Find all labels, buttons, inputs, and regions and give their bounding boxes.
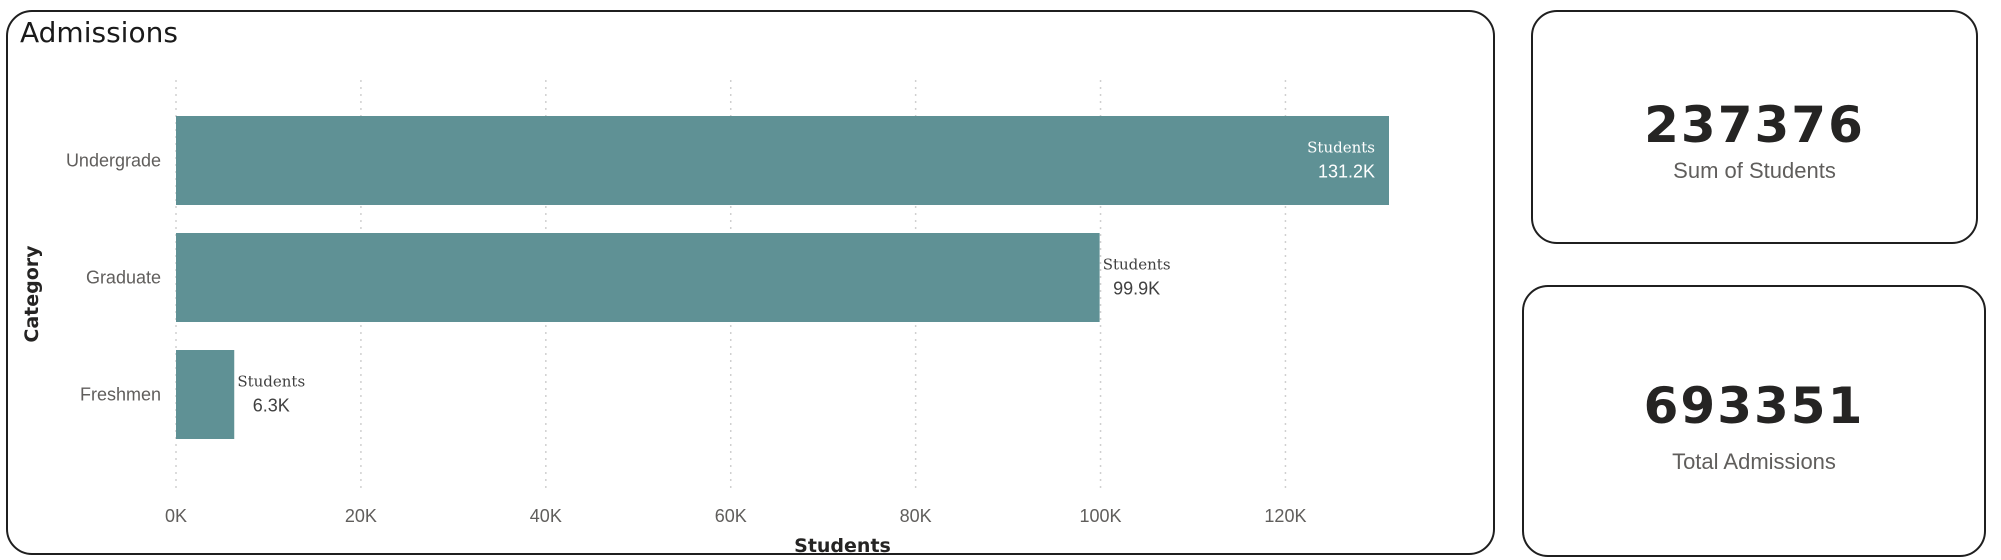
- kpi-value: 693351: [1643, 377, 1865, 435]
- category-label: Graduate: [86, 268, 161, 288]
- data-label-value: 99.9K: [1113, 279, 1160, 299]
- x-tick-label: 40K: [530, 506, 562, 526]
- x-tick-label: 20K: [345, 506, 377, 526]
- x-tick-label: 100K: [1080, 506, 1122, 526]
- x-tick-label: 120K: [1264, 506, 1306, 526]
- data-label-series-name: Students: [1103, 256, 1171, 274]
- category-label: Undergrade: [66, 151, 161, 171]
- kpi-label: Sum of Students: [1673, 158, 1836, 183]
- data-label-value: 131.2K: [1318, 162, 1375, 182]
- bar: [176, 233, 1100, 322]
- data-label-series-name: Students: [1307, 139, 1375, 157]
- data-label-value: 6.3K: [253, 396, 290, 416]
- bar: [176, 350, 235, 439]
- x-axis-title: Students: [794, 535, 891, 557]
- kpi-label: Total Admissions: [1672, 449, 1836, 474]
- admissions-chart-panel: Admissions 0K 20K 40K 60K 80K 100K 120K Student…: [6, 10, 1495, 557]
- x-tick-label: 0K: [165, 506, 187, 526]
- bar: [176, 116, 1389, 205]
- category-label: Freshmen: [80, 385, 161, 405]
- data-label-series-name: Students: [237, 373, 305, 391]
- total-admissions-card: 693351 Total Admissions: [1522, 285, 1986, 557]
- sum-of-students-card: 237376 Sum of Students: [1531, 10, 1978, 244]
- chart-title: Admissions: [20, 16, 178, 49]
- admissions-bar-chart: 0K 20K 40K 60K 80K 100K 120K Students Category Un…: [21, 80, 1389, 557]
- x-tick-label: 80K: [900, 506, 932, 526]
- x-tick-label: 60K: [715, 506, 747, 526]
- kpi-value: 237376: [1644, 96, 1865, 154]
- y-axis-title: Category: [21, 245, 43, 343]
